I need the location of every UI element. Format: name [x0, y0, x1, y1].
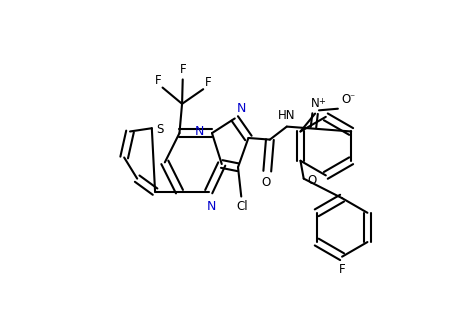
- Text: F: F: [156, 74, 162, 87]
- Text: O: O: [261, 176, 270, 189]
- Text: HN: HN: [277, 109, 295, 122]
- Text: F: F: [179, 63, 186, 76]
- Text: O: O: [307, 174, 316, 187]
- Text: Cl: Cl: [236, 200, 248, 214]
- Text: F: F: [339, 263, 345, 276]
- Text: N: N: [311, 97, 319, 110]
- Text: O: O: [342, 93, 351, 106]
- Text: F: F: [205, 75, 212, 89]
- Text: S: S: [156, 123, 164, 136]
- Text: +: +: [319, 97, 325, 106]
- Text: N: N: [237, 102, 246, 114]
- Text: N: N: [206, 200, 216, 213]
- Text: ⁻: ⁻: [349, 93, 354, 103]
- Text: N: N: [194, 125, 204, 138]
